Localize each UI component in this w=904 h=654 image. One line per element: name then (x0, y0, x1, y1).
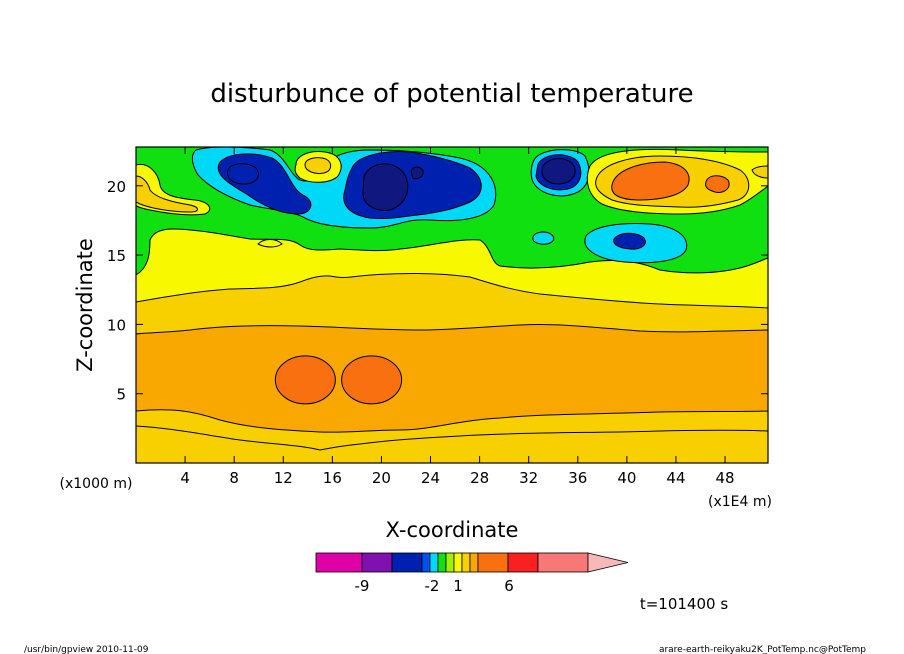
contour-patch-left-orange (136, 175, 198, 213)
y-tick-label: 10 (107, 316, 126, 334)
colorbar-arrow (587, 552, 629, 573)
x-tick-label: 48 (716, 469, 735, 487)
contour-blob-orange-right (611, 161, 690, 201)
contour-patch-cyan-small (532, 231, 555, 245)
plot-area (136, 147, 768, 463)
colorbar-label: -2 (425, 577, 440, 595)
contour-band-orange (136, 324, 768, 433)
y-tick-label: 5 (116, 386, 126, 404)
y-tick-label: 20 (107, 178, 126, 196)
colorbar (315, 552, 629, 573)
x-tick-label: 20 (372, 469, 391, 487)
y-axis-label: Z-coordinate (73, 238, 97, 372)
colorbar-bin (507, 552, 539, 573)
x-unit-right: (x1E4 m) (708, 494, 772, 510)
x-tick-label: 8 (229, 469, 239, 487)
x-tick-label: 32 (519, 469, 538, 487)
x-tick-label: 36 (568, 469, 587, 487)
colorbar-bin (437, 552, 447, 573)
colorbar-bin (537, 552, 589, 573)
x-tick-label: 44 (666, 469, 685, 487)
contour-patch-yellow-bump (257, 239, 283, 248)
colorbar-bin (391, 552, 423, 573)
contour-patch-orange-top (304, 157, 332, 174)
x-tick-label: 24 (421, 469, 440, 487)
colorbar-bin (421, 552, 431, 573)
contour-blob-blue-lower-right (613, 232, 646, 250)
contour-blob-navy-2 (362, 163, 409, 211)
contour-patch-right-edge (751, 165, 768, 179)
x-axis-label: X-coordinate (386, 518, 519, 542)
colorbar-bin (315, 552, 363, 573)
footer-left: /usr/bin/gpview 2010-11-09 (24, 645, 149, 654)
x-tick-label: 28 (470, 469, 489, 487)
plot-frame (135, 146, 769, 464)
blob-orange (341, 355, 403, 405)
colorbar-bin (461, 552, 471, 573)
colorbar-bin (477, 552, 509, 573)
time-label: t=101400 s (640, 595, 728, 613)
x-unit-left: (x1000 m) (60, 476, 133, 492)
x-tick-label: 16 (323, 469, 342, 487)
footer-right: arare-earth-reikyaku2K_PotTemp.nc@PotTem… (659, 645, 866, 654)
contour-line-bottom (136, 425, 768, 451)
blob-orange (274, 355, 336, 405)
colorbar-label: 1 (453, 577, 463, 595)
colorbar-bin (453, 552, 463, 573)
colorbar-label: 6 (504, 577, 514, 595)
contour-blob-orange-right-small (705, 175, 730, 193)
colorbar-label: -9 (355, 577, 370, 595)
chart-title: disturbunce of potential temperature (210, 79, 693, 109)
y-axis-ticks: 5 10 15 20 (107, 178, 768, 404)
contour-blob-navy-3 (541, 158, 576, 185)
contour-blob-navy-2b (410, 166, 424, 180)
colorbar-labels: -9 -2 1 6 (355, 577, 514, 595)
contour-blob-darkblue-1 (227, 163, 259, 185)
x-tick-label: 4 (180, 469, 190, 487)
x-axis-ticks: 4 8 12 16 20 24 28 32 36 40 44 48 (180, 147, 735, 487)
x-tick-label: 12 (274, 469, 293, 487)
y-tick-label: 15 (107, 247, 126, 265)
x-tick-label: 40 (617, 469, 636, 487)
colorbar-bin (445, 552, 455, 573)
colorbar-bin (469, 552, 479, 573)
colorbar-bin (361, 552, 393, 573)
colorbar-bin (429, 552, 439, 573)
blob-marks (274, 355, 403, 405)
